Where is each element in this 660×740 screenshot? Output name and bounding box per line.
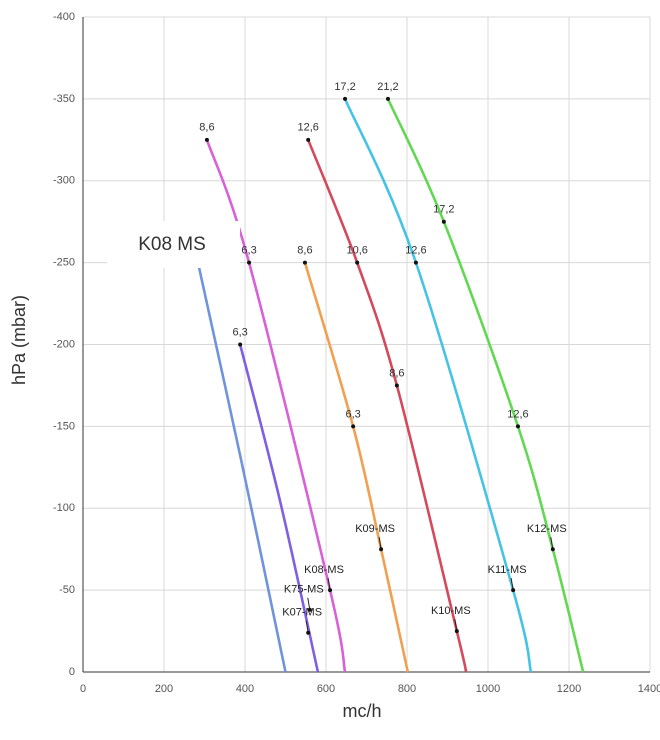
y-tick-label: -400: [53, 11, 75, 23]
point-label: 8,6: [297, 245, 312, 257]
point: [355, 260, 360, 265]
annotation-pointer: [307, 597, 311, 610]
y-tick-label: -350: [53, 93, 75, 105]
annotation-dot: [511, 588, 516, 593]
point: [351, 424, 356, 429]
point: [238, 342, 243, 347]
point-label: 12,6: [405, 245, 426, 257]
point: [302, 260, 307, 265]
annotation-dot: [379, 547, 384, 552]
point-label: 12,6: [297, 122, 318, 134]
annotation-pointer: [550, 537, 554, 550]
point: [515, 424, 520, 429]
point: [394, 383, 399, 388]
label-box: [107, 221, 240, 268]
annotation: K12-MS: [527, 523, 567, 535]
curve: [386, 98, 585, 673]
point-label: 8,6: [389, 367, 404, 379]
y-tick-label: 0: [69, 666, 75, 678]
curve: [193, 245, 287, 673]
y-tick-label: -50: [59, 584, 75, 596]
point: [441, 219, 446, 224]
x-tick-label: 1000: [476, 683, 500, 695]
annotation-dot: [550, 547, 555, 552]
annotation-pointer: [305, 620, 309, 633]
curve: [343, 98, 533, 673]
annotation: K08-MS: [304, 564, 344, 576]
point-label: 10,6: [346, 245, 367, 257]
annotation-dot: [306, 630, 311, 635]
annotation-dot: [307, 607, 312, 612]
x-tick-label: 1400: [638, 683, 660, 695]
point: [385, 96, 390, 101]
box-label: K08 MS: [138, 234, 206, 255]
point: [413, 260, 418, 265]
annotation: K07-MS: [282, 607, 322, 619]
point-label: 6,3: [241, 245, 256, 257]
point: [204, 137, 209, 142]
y-tick-label: -150: [53, 420, 75, 432]
annotation-pointer: [454, 618, 458, 632]
annotation-dot: [328, 588, 333, 593]
point-label: 17,2: [334, 81, 355, 93]
x-tick-label: 800: [398, 683, 416, 695]
annotation: K75-MS: [284, 584, 324, 596]
point-label: 6,3: [232, 326, 247, 338]
y-tick-label: -300: [53, 175, 75, 187]
point: [247, 260, 252, 265]
annotation-dot: [454, 629, 459, 634]
x-tick-label: 400: [236, 683, 254, 695]
x-axis-label: mc/h: [342, 701, 381, 721]
point: [306, 137, 311, 142]
point-label: 17,2: [433, 204, 454, 216]
x-tick-label: 600: [317, 683, 335, 695]
x-tick-label: 200: [155, 683, 173, 695]
annotation: K10-MS: [431, 605, 471, 617]
x-tick-label: 1200: [557, 683, 581, 695]
annotation: K09-MS: [355, 523, 395, 535]
annotation: K11-MS: [488, 564, 527, 576]
y-tick-label: -100: [53, 502, 75, 514]
annotation-pointer: [510, 578, 514, 591]
curve: [205, 139, 347, 673]
point-label: 8,6: [199, 122, 214, 134]
x-tick-label: 0: [80, 683, 86, 695]
annotation-pointer: [327, 578, 331, 591]
y-tick-label: -250: [53, 257, 75, 269]
point: [343, 96, 348, 101]
point-label: 21,2: [377, 81, 398, 93]
point-label: 12,6: [507, 408, 528, 420]
point-label: 6,3: [345, 408, 360, 420]
y-tick-label: -200: [53, 338, 75, 350]
annotation-pointer: [378, 537, 382, 550]
y-axis-label: hPa (mbar): [9, 295, 29, 385]
curve: [303, 262, 410, 673]
